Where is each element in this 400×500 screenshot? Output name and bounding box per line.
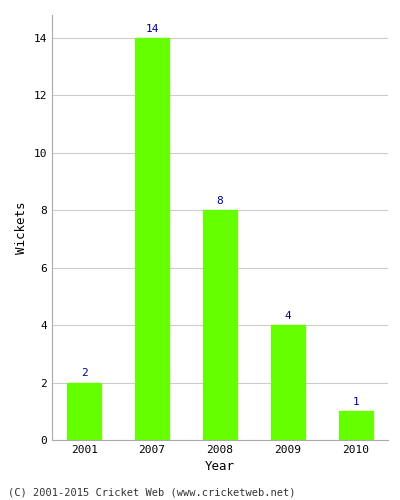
Bar (271, 325, 305, 440)
Text: 4: 4 (284, 311, 291, 321)
Text: 14: 14 (145, 24, 159, 34)
Text: 1: 1 (352, 397, 359, 407)
Bar (135, 38, 169, 440)
X-axis label: Year: Year (205, 460, 235, 473)
Y-axis label: Wickets: Wickets (15, 201, 28, 254)
Text: 8: 8 (217, 196, 223, 206)
Bar (203, 210, 237, 440)
Text: 2: 2 (81, 368, 88, 378)
Bar (67, 382, 101, 440)
Bar (339, 412, 373, 440)
Text: (C) 2001-2015 Cricket Web (www.cricketweb.net): (C) 2001-2015 Cricket Web (www.cricketwe… (8, 488, 296, 498)
